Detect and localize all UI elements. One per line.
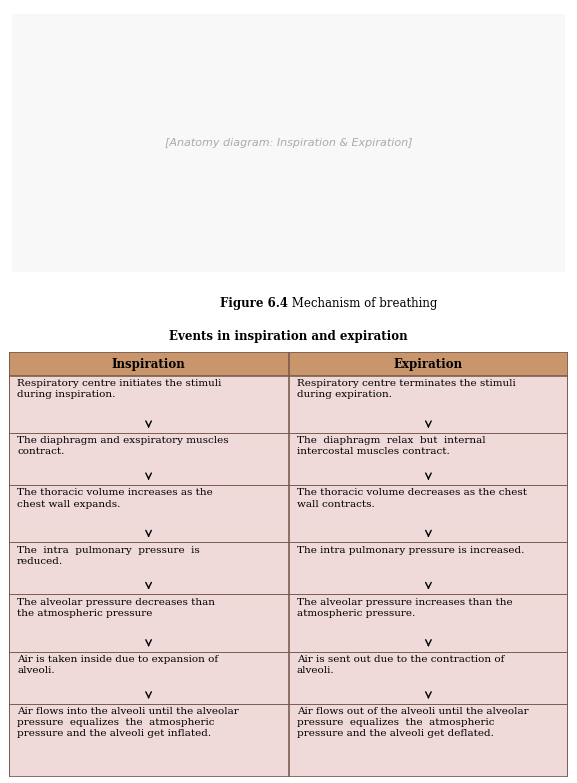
Text: Events in inspiration and expiration: Events in inspiration and expiration [169, 330, 408, 343]
Text: The thoracic volume increases as the
chest wall expands.: The thoracic volume increases as the che… [17, 489, 213, 509]
Text: The alveolar pressure decreases than
the atmospheric pressure: The alveolar pressure decreases than the… [17, 598, 215, 618]
Bar [288, 352, 568, 376]
Text: The thoracic volume decreases as the chest
wall contracts.: The thoracic volume decreases as the che… [297, 489, 527, 509]
Text: Air is taken inside due to expansion of
alveoli.: Air is taken inside due to expansion of … [17, 655, 218, 675]
Text: Mechanism of breathing: Mechanism of breathing [288, 297, 438, 310]
FancyBboxPatch shape [12, 14, 565, 272]
Text: The intra pulmonary pressure is increased.: The intra pulmonary pressure is increase… [297, 546, 524, 554]
Text: Inspiration: Inspiration [112, 358, 185, 370]
Text: Expiration: Expiration [394, 358, 463, 370]
Text: Air flows into the alveoli until the alveolar
pressure  equalizes  the  atmosphe: Air flows into the alveoli until the alv… [17, 707, 239, 738]
Text: Respiratory centre initiates the stimuli
during inspiration.: Respiratory centre initiates the stimuli… [17, 379, 222, 399]
Text: The  diaphragm  relax  but  internal
intercostal muscles contract.: The diaphragm relax but internal interco… [297, 436, 485, 456]
Text: Respiratory centre terminates the stimuli
during expiration.: Respiratory centre terminates the stimul… [297, 379, 516, 399]
Text: Air flows out of the alveoli until the alveolar
pressure  equalizes  the  atmosp: Air flows out of the alveoli until the a… [297, 707, 529, 738]
Text: The alveolar pressure increases than the
atmospheric pressure.: The alveolar pressure increases than the… [297, 598, 512, 618]
Text: Air is sent out due to the contraction of
alveoli.: Air is sent out due to the contraction o… [297, 655, 504, 675]
Text: [Anatomy diagram: Inspiration & Expiration]: [Anatomy diagram: Inspiration & Expirati… [165, 138, 412, 148]
Text: The diaphragm and exspiratory muscles
contract.: The diaphragm and exspiratory muscles co… [17, 436, 228, 456]
Text: The  intra  pulmonary  pressure  is
reduced.: The intra pulmonary pressure is reduced. [17, 546, 200, 566]
Bar [9, 352, 288, 376]
Text: Figure 6.4: Figure 6.4 [220, 297, 288, 310]
